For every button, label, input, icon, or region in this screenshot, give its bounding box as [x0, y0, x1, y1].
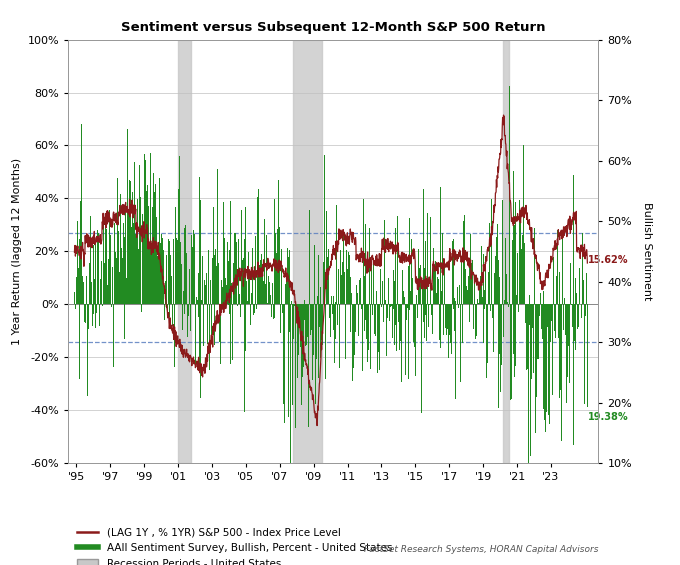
Text: 19.38%: 19.38%: [588, 412, 629, 422]
Legend: (LAG 1Y , % 1YR) S&P 500 - Index Price Level, AAII Sentiment Survey, Bullish, Pe: (LAG 1Y , % 1YR) S&P 500 - Index Price L…: [73, 524, 396, 565]
Title: Sentiment versus Subsequent 12-Month S&P 500 Return: Sentiment versus Subsequent 12-Month S&P…: [121, 21, 545, 34]
Bar: [292, 40, 322, 463]
Text: 15.62%: 15.62%: [588, 255, 629, 266]
Y-axis label: Bullish Sentiment: Bullish Sentiment: [642, 202, 651, 301]
Bar: [503, 40, 509, 463]
Bar: [178, 40, 191, 463]
Y-axis label: 1 Year Return (lagged 12 Months): 1 Year Return (lagged 12 Months): [12, 158, 22, 345]
Text: FactSet Research Systems, HORAN Capital Advisors: FactSet Research Systems, HORAN Capital …: [364, 545, 598, 554]
